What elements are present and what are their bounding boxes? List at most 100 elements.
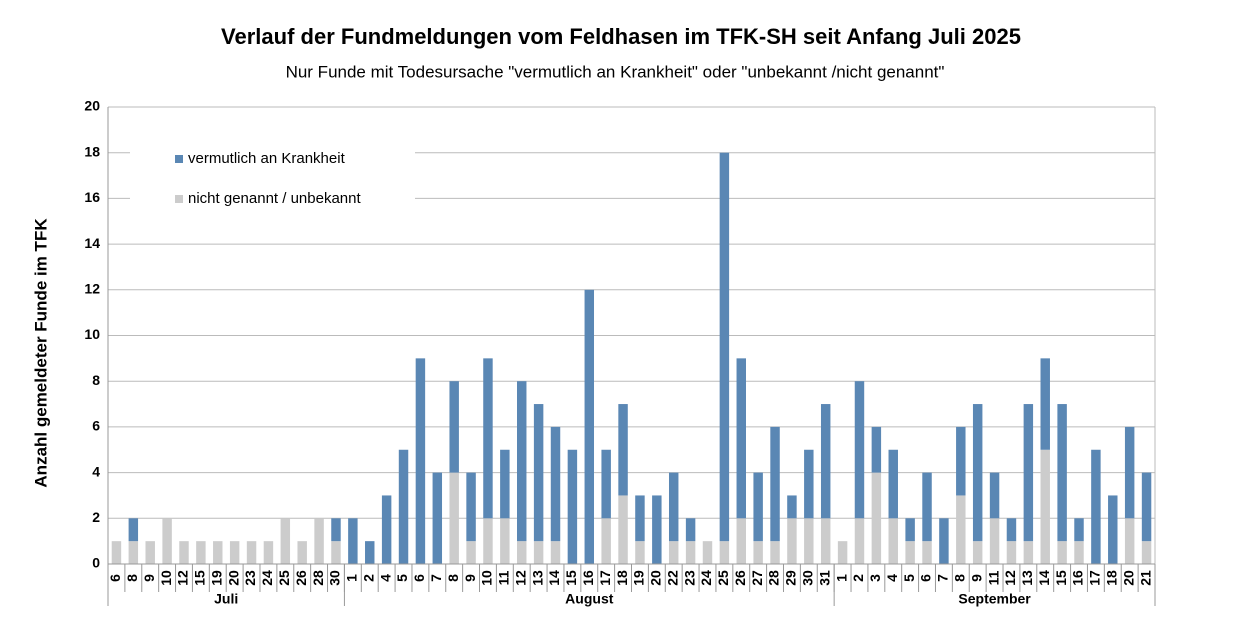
x-tick-label: 9	[141, 574, 157, 582]
bar-segment	[652, 495, 662, 564]
bar-segment	[753, 541, 763, 564]
x-tick-label: 9	[462, 574, 478, 582]
y-tick-label: 2	[92, 509, 100, 525]
x-tick-label: 17	[597, 570, 613, 586]
y-tick-label: 6	[92, 418, 100, 434]
x-tick-label: 20	[648, 570, 664, 586]
bar-segment	[989, 472, 1000, 519]
bar-segment	[449, 381, 459, 473]
group-label: August	[565, 591, 614, 607]
x-tick-label: 19	[208, 570, 224, 586]
bar-segment	[770, 426, 780, 542]
x-tick-label: 3	[867, 574, 883, 582]
bar-segment	[1057, 541, 1067, 564]
x-tick-label: 29	[783, 570, 799, 586]
x-tick-label: 12	[512, 570, 528, 586]
bar-segment	[618, 404, 628, 496]
bar-segment	[1108, 495, 1118, 564]
group-label: September	[958, 591, 1031, 607]
bar-segment	[348, 518, 358, 564]
bar-segment	[770, 541, 780, 564]
bar-segment	[500, 518, 510, 564]
bar-segment	[263, 541, 274, 564]
bar-segment	[517, 541, 527, 564]
bar-segment	[466, 541, 476, 564]
bar-segment	[128, 518, 139, 542]
x-tick-label: 25	[715, 570, 731, 586]
bar-segment	[719, 152, 730, 542]
bar-segment	[517, 381, 527, 542]
x-tick-label: 27	[749, 570, 765, 586]
x-tick-label: 12	[1002, 570, 1018, 586]
bar-segment	[888, 449, 898, 519]
y-tick-label: 4	[92, 463, 100, 479]
bar-segment	[837, 541, 848, 564]
x-tick-label: 12	[175, 570, 191, 586]
bar-segment	[1006, 541, 1017, 564]
bar-segment	[1023, 541, 1034, 564]
bar-segment	[196, 541, 206, 564]
x-tick-label: 4	[884, 574, 900, 582]
bar-segment	[635, 541, 645, 564]
bar-segment	[533, 541, 544, 564]
x-tick-label: 1	[833, 574, 849, 582]
bar-segment	[246, 541, 257, 564]
chart-subtitle: Nur Funde mit Todesursache "vermutlich a…	[286, 62, 945, 81]
legend-label: nicht genannt / unbekannt	[188, 190, 361, 207]
x-tick-label: 8	[952, 574, 968, 582]
x-tick-label: 26	[732, 570, 748, 586]
x-tick-label: 2	[360, 574, 376, 582]
x-tick-label: 26	[293, 570, 309, 586]
bar-segment	[820, 518, 831, 564]
x-tick-label: 22	[664, 570, 680, 586]
bar-segment	[1141, 541, 1152, 564]
bar-segment	[449, 472, 459, 564]
x-tick-label: 18	[614, 570, 630, 586]
legend-swatch	[175, 155, 183, 163]
x-tick-label: 17	[1087, 570, 1103, 586]
bar-segment	[1141, 472, 1152, 542]
bar-segment	[922, 541, 932, 564]
y-tick-label: 16	[84, 189, 100, 205]
x-tick-label: 10	[158, 570, 174, 586]
x-tick-label: 20	[1120, 570, 1136, 586]
x-tick-label: 9	[968, 574, 984, 582]
bar-segment	[213, 541, 223, 564]
bar-segment	[1057, 404, 1067, 542]
y-tick-label: 20	[84, 98, 100, 114]
bar-segment	[1040, 358, 1050, 450]
bar-segment	[888, 518, 898, 564]
x-tick-label: 11	[985, 570, 1001, 585]
bar-segment	[1074, 541, 1084, 564]
bar-segment	[415, 358, 426, 564]
bar-segment	[1074, 518, 1084, 542]
bar-segment	[787, 495, 797, 519]
bar-segment	[804, 449, 814, 519]
bar-segment	[635, 495, 645, 542]
x-tick-label: 1	[344, 574, 360, 582]
legend-box	[130, 137, 415, 222]
bar-segment	[1124, 426, 1135, 519]
bar-segment	[1023, 404, 1034, 542]
x-tick-label: 19	[631, 570, 647, 586]
x-tick-label: 16	[580, 570, 596, 586]
bar-segment	[601, 449, 611, 519]
x-tick-label: 7	[428, 574, 444, 582]
bar-segment	[685, 541, 696, 564]
bar-segment	[804, 518, 814, 564]
bar-segment	[1006, 518, 1017, 542]
bar-segment	[871, 426, 882, 473]
bar-segment	[179, 541, 189, 564]
bar-segment	[939, 518, 949, 564]
bar-segment	[466, 472, 476, 542]
bar-segment	[854, 518, 865, 564]
bar-segment	[753, 472, 763, 542]
bar-segment	[787, 518, 797, 564]
bar-segment	[128, 541, 139, 564]
x-tick-label: 16	[1070, 570, 1086, 586]
bar-segment	[111, 541, 122, 564]
y-tick-label: 0	[92, 555, 100, 571]
bar-segment	[601, 518, 611, 564]
legend-label: vermutlich an Krankheit	[188, 150, 346, 167]
